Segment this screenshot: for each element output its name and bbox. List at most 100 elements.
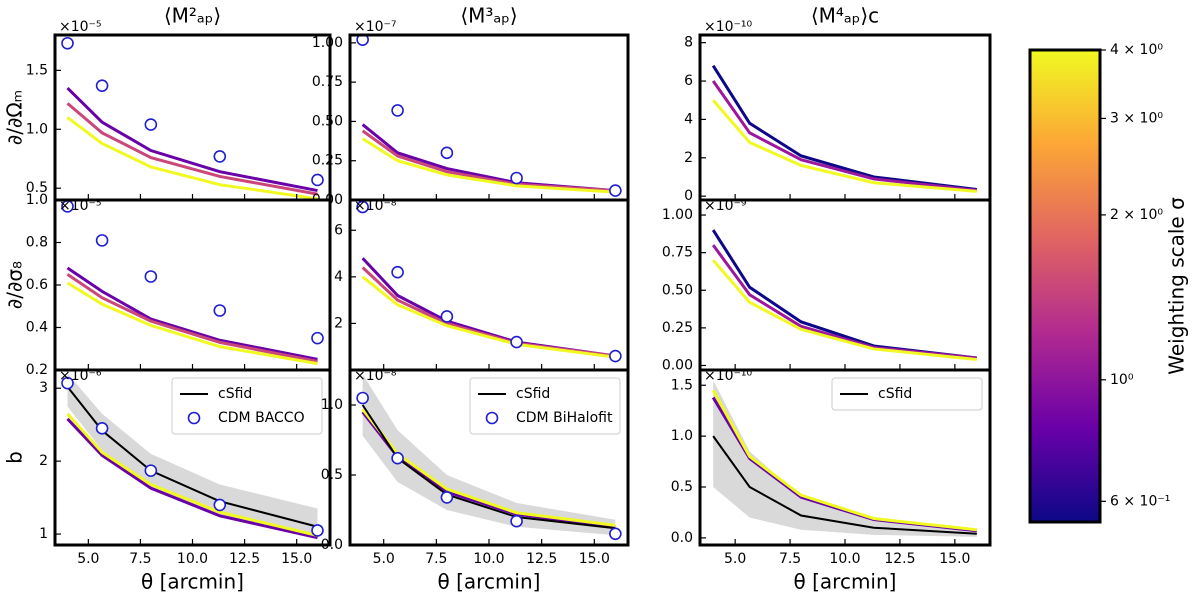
axis-offset: ×10⁻⁸ xyxy=(354,198,397,214)
legend-box xyxy=(469,377,621,435)
y-tick-label: 0.50 xyxy=(312,113,343,129)
y-axis-label: ∂/∂σ₈ xyxy=(3,261,27,309)
panel: 0.5 1.0 1.5 ×10⁻⁵ ⟨M²ₐₚ⟩ ∂/∂Ωₘ xyxy=(3,4,332,202)
y-tick-label: 0.6 xyxy=(26,277,48,293)
data-point xyxy=(311,331,324,345)
uncertainty-band xyxy=(67,373,318,538)
x-tick-label: 10.0 xyxy=(177,551,208,567)
y-tick-label: 1.5 xyxy=(671,377,693,393)
data-point xyxy=(510,514,523,528)
y-tick-label: 0.00 xyxy=(662,357,693,373)
axis-offset: ×10⁻⁵ xyxy=(59,19,102,35)
legend-label: cSfid xyxy=(878,386,912,402)
data-point xyxy=(440,146,454,160)
legend-box xyxy=(831,377,983,411)
data-line xyxy=(66,102,318,196)
data-point xyxy=(440,491,454,504)
axis-offset: ×10⁻¹⁰ xyxy=(704,368,753,384)
y-tick-label: 2 xyxy=(39,453,48,469)
y-tick-label: 2 xyxy=(684,150,693,166)
data-line xyxy=(712,259,977,361)
y-tick-label: 0.50 xyxy=(662,282,693,298)
data-point xyxy=(311,524,324,537)
y-tick-label: 8 xyxy=(684,35,693,51)
y-tick-label: 6 xyxy=(334,222,343,238)
data-line xyxy=(361,137,616,194)
legend-box xyxy=(171,377,323,435)
data-point xyxy=(440,310,454,323)
x-tick-label: 15.0 xyxy=(281,551,312,567)
legend-label: CDM BACCO xyxy=(218,410,305,426)
y-tick-label: 0 xyxy=(684,188,693,204)
x-tick-label: 10.0 xyxy=(829,551,860,567)
legend-marker xyxy=(485,411,499,425)
x-axis-label: θ [arcmin] xyxy=(141,570,244,594)
y-tick-label: 2 xyxy=(334,315,343,331)
y-tick-label: 4 xyxy=(334,269,343,285)
y-tick-label: 0.5 xyxy=(26,180,48,196)
x-tick-label: 12.5 xyxy=(526,551,557,567)
legend-marker xyxy=(187,411,201,425)
x-axis-label: θ [arcmin] xyxy=(438,570,541,594)
legend-label: cSfid xyxy=(516,386,550,402)
axes-frame xyxy=(698,368,992,547)
colorbar-tick-label: 2 × 10⁰ xyxy=(1110,207,1163,223)
data-line xyxy=(711,389,977,532)
y-tick-label: 1.0 xyxy=(671,428,693,444)
axis-offset: ×10⁻⁸ xyxy=(354,368,397,384)
data-point xyxy=(609,527,622,541)
panel-title: ⟨M²ₐₚ⟩ xyxy=(164,4,221,28)
data-line xyxy=(66,412,318,537)
x-tick-label: 15.0 xyxy=(579,551,610,567)
panel: 0.00 0.25 0.50 0.75 1.00 ×10⁻⁹ xyxy=(662,198,992,373)
axes-frame xyxy=(348,368,630,547)
data-point xyxy=(213,304,227,317)
plot-area xyxy=(350,200,628,370)
panel-title: ⟨M⁴ₐₚ⟩c xyxy=(811,4,879,28)
y-tick-label: 0.0 xyxy=(671,530,693,546)
plot-area xyxy=(55,35,330,200)
legend-label: CDM BiHalofit xyxy=(516,410,613,426)
data-point xyxy=(144,118,158,131)
y-tick-label: 1.0 xyxy=(26,192,48,208)
x-tick-label: 7.5 xyxy=(129,551,151,567)
y-tick-label: 0.25 xyxy=(662,320,693,336)
y-tick-label: 1 xyxy=(39,526,48,542)
colorbar-tick-label: 3 × 10⁰ xyxy=(1110,110,1163,126)
legend-label: cSfid xyxy=(218,386,252,402)
y-tick-label: 0.75 xyxy=(312,74,343,90)
y-axis-label: b xyxy=(3,451,27,464)
y-tick-label: 0.25 xyxy=(312,153,343,169)
data-line xyxy=(66,417,318,540)
data-point xyxy=(356,391,369,405)
data-line xyxy=(361,129,616,193)
data-line xyxy=(712,99,977,193)
data-line xyxy=(66,116,318,201)
data-point xyxy=(213,498,227,512)
axis-offset: ×10⁻⁷ xyxy=(354,19,397,35)
data-point xyxy=(61,376,74,390)
panel: 0.000.250.500.751.00×10⁻⁷⟨M³ₐₚ⟩ xyxy=(312,4,630,208)
y-tick-label: 1.00 xyxy=(312,35,343,51)
x-tick-label: 10.0 xyxy=(473,551,504,567)
x-tick-label: 15.0 xyxy=(939,551,970,567)
data-point xyxy=(391,104,404,117)
x-tick-label: 7.5 xyxy=(425,551,447,567)
y-tick-label: 0.4 xyxy=(26,320,48,336)
data-point xyxy=(391,265,404,279)
data-line xyxy=(66,281,318,366)
data-point xyxy=(95,79,109,92)
data-point xyxy=(510,335,523,349)
x-tick-label: 12.5 xyxy=(884,551,915,567)
data-line xyxy=(66,273,318,363)
axis-offset: ×10⁻⁵ xyxy=(59,198,102,214)
panel: 0.0 0.5 1.0 1.5 5.0 7.5 10.0 12.5 15.0 ×10⁻¹⁰ θ [a… xyxy=(671,368,992,594)
data-line xyxy=(712,435,977,535)
colorbar-tick-label: 6 × 10⁻¹ xyxy=(1110,493,1170,509)
panel: 0.2 0.4 0.6 0.8 1.0 ×10⁻⁵ ∂/∂σ₈ xyxy=(3,192,332,378)
colorbar-tick-label: 4 × 10⁰ xyxy=(1110,42,1163,58)
data-line xyxy=(66,266,318,361)
y-tick-label: 0.2 xyxy=(26,362,48,378)
x-tick-label: 7.5 xyxy=(779,551,801,567)
